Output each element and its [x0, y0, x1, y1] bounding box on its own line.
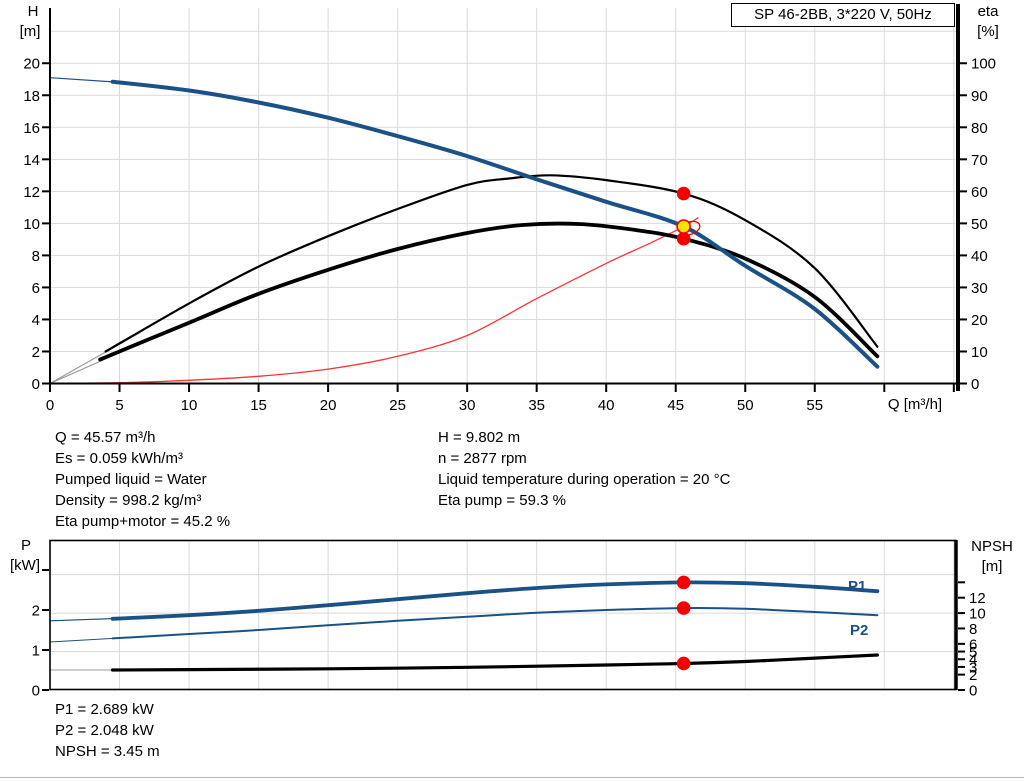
h-tick-label: 10: [23, 216, 40, 233]
h-tick-label: 0: [32, 376, 40, 393]
eta-pump-duty-marker[interactable]: [676, 186, 691, 201]
q-tick-label: 25: [389, 397, 406, 414]
eta-pump-motor-curve: [98, 221, 880, 362]
h-tick-label: 2: [32, 344, 40, 361]
q-tick-label: 45: [667, 397, 684, 414]
info-es: Es = 0.059 kWh/m³: [55, 450, 183, 467]
info-eta-pump: Eta pump = 59.3 %: [438, 492, 566, 509]
npsh-tick-label: 2: [969, 667, 977, 684]
eta-tick-label: 20: [971, 312, 988, 329]
q-axis-title: Q [m³/h]: [887, 396, 943, 413]
npsh-tick-label: 12: [969, 590, 986, 607]
eta-tick-label: 90: [971, 88, 988, 105]
info-eta-pump-motor: Eta pump+motor = 45.2 %: [55, 513, 231, 530]
q-tick-label: 35: [528, 397, 545, 414]
eta-pump-motor-duty-marker[interactable]: [676, 231, 691, 246]
h-tick-label: 16: [23, 120, 40, 137]
p1-duty-marker[interactable]: [676, 575, 691, 590]
h-axis-title: H: [27, 3, 39, 20]
q-tick-label: 55: [806, 397, 823, 414]
eta-tick-label: 70: [971, 152, 988, 169]
info-npsh: NPSH = 3.45 m: [55, 743, 160, 760]
npsh-duty-marker[interactable]: [676, 656, 691, 671]
h-tick-label: 12: [23, 184, 40, 201]
eta-tick-label: 50: [971, 216, 988, 233]
h-tick-label: 4: [32, 312, 40, 329]
eta-tick-label: 100: [971, 56, 996, 73]
npsh-tick-label: 10: [969, 606, 986, 623]
pump-title-box: SP 46-2BB, 3*220 V, 50Hz: [731, 3, 955, 27]
duty-info-right: H = 9.802 m n = 2877 rpm Liquid temperat…: [438, 427, 730, 511]
q-tick-label: 20: [320, 397, 337, 414]
info-q: Q = 45.57 m³/h: [55, 429, 156, 446]
eta-tick-label: 0: [971, 376, 979, 393]
h-tick-label: 8: [32, 248, 40, 265]
npsh-tick-label: 3: [969, 659, 977, 676]
p-axis-unit: [kW]: [10, 557, 40, 574]
p2-curve-label: P2: [850, 622, 869, 639]
eta-tick-label: 10: [971, 344, 988, 361]
p2-curve: [111, 607, 879, 640]
p1-curve: [110, 580, 880, 621]
info-p2: P2 = 2.048 kW: [55, 722, 154, 739]
npsh-tick-label: 4: [969, 652, 977, 669]
p2-duty-marker[interactable]: [676, 601, 691, 615]
duty-point-marker[interactable]: [676, 219, 691, 234]
h-q-curve-curve-thin: [49, 77, 117, 83]
npsh-axis-unit: [m]: [981, 558, 1003, 575]
eta-tick-label: 40: [971, 248, 988, 265]
info-h: H = 9.802 m: [438, 429, 521, 446]
h-tick-label: 18: [23, 88, 40, 105]
info-liquid: Pumped liquid = Water: [55, 471, 207, 488]
p-tick-label: 1: [32, 643, 40, 660]
q-tick-label: 30: [459, 397, 476, 414]
top-chart-markers: [676, 186, 701, 246]
h-tick-label: 14: [23, 152, 40, 169]
info-density: Density = 998.2 kg/m³: [55, 492, 202, 509]
q-tick-label: 0: [46, 397, 54, 414]
eta-pump-curve: [104, 174, 879, 353]
npsh-curve: [111, 653, 879, 672]
gridlines: [50, 8, 958, 689]
q-tick-label: 5: [115, 397, 123, 414]
h-axis-unit: [m]: [19, 23, 41, 40]
h-tick-label: 20: [23, 56, 40, 73]
p-tick-label: 0: [32, 683, 40, 700]
q-tick-label: 10: [181, 397, 198, 414]
npsh-axis-title: NPSH: [971, 538, 1013, 555]
q-tick-label: 40: [598, 397, 615, 414]
p2-curve-thin: [49, 637, 120, 643]
bottom-chart-curves: [49, 580, 880, 672]
npsh-tick-label: 5: [969, 644, 977, 661]
eta-tick-label: 60: [971, 184, 988, 201]
p1-curve-thin: [49, 617, 120, 622]
q-tick-label: 50: [737, 397, 754, 414]
duty-info-left: Q = 45.57 m³/h Es = 0.059 kWh/m³ Pumped …: [55, 427, 230, 532]
p1-curve-label: P1: [848, 578, 867, 595]
p-tick-label: 2: [32, 603, 40, 620]
eta-axis-unit: [%]: [977, 23, 999, 40]
eta-tick-label: 80: [971, 120, 988, 137]
bottom-chart-markers: [676, 575, 691, 671]
p-axis-title: P: [20, 537, 31, 554]
top-chart-curves: [49, 77, 880, 385]
power-info: P1 = 2.689 kW P2 = 2.048 kW NPSH = 3.45 …: [55, 699, 160, 762]
npsh-tick-label: 8: [969, 621, 977, 638]
eta-tick-label: 30: [971, 280, 988, 297]
info-temp: Liquid temperature during operation = 20…: [438, 471, 731, 488]
h-tick-label: 6: [32, 280, 40, 297]
info-p1: P1 = 2.689 kW: [55, 701, 154, 718]
npsh-tick-label: 6: [969, 636, 977, 653]
h-q-curve-curve: [110, 79, 880, 369]
info-n: n = 2877 rpm: [438, 450, 527, 467]
system-curve-curve: [49, 217, 699, 385]
eta-axis-title: eta: [977, 3, 999, 20]
q-tick-label: 15: [250, 397, 267, 414]
panel-bottom-divider: [0, 777, 1024, 778]
npsh-tick-label: 0: [969, 683, 977, 700]
